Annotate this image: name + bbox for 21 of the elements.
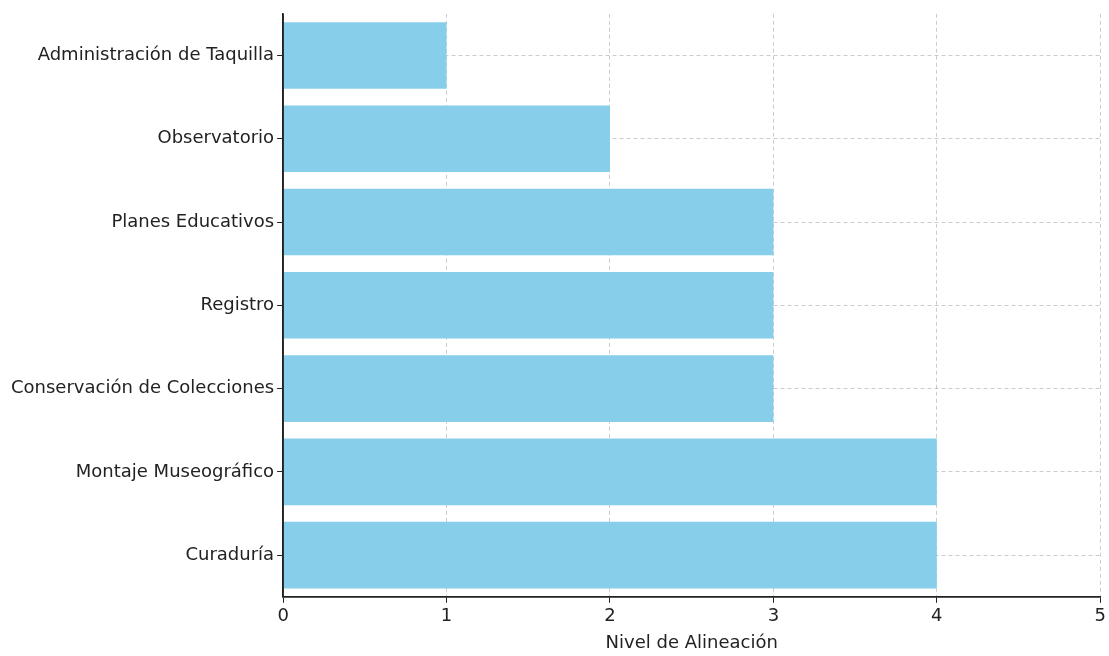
bar <box>283 188 774 256</box>
y-tick-label: Observatorio <box>157 126 275 148</box>
bar <box>283 105 610 173</box>
x-tick-label: 3 <box>767 604 780 626</box>
x-tick-label: 4 <box>931 604 943 626</box>
bar <box>283 271 774 339</box>
y-tick-label: Planes Educativos <box>111 209 275 231</box>
bar <box>283 355 774 422</box>
x-tick-label: 5 <box>1094 604 1106 626</box>
x-tick-label: 2 <box>604 604 616 626</box>
bar <box>283 438 937 506</box>
y-tick-label: Conservación de Colecciones <box>11 376 275 398</box>
x-tick-label: 0 <box>277 604 289 626</box>
bar <box>283 521 937 589</box>
y-tick-label: Montaje Museográfico <box>75 459 275 481</box>
y-tick-label: Registro <box>200 292 275 314</box>
y-tick-label: Administración de Taquilla <box>37 43 275 65</box>
y-tick-label: Curaduría <box>185 542 275 564</box>
bar <box>283 22 447 89</box>
x-tick-label: 1 <box>440 604 453 626</box>
x-axis-title: Nivel de Alineación <box>605 630 778 652</box>
